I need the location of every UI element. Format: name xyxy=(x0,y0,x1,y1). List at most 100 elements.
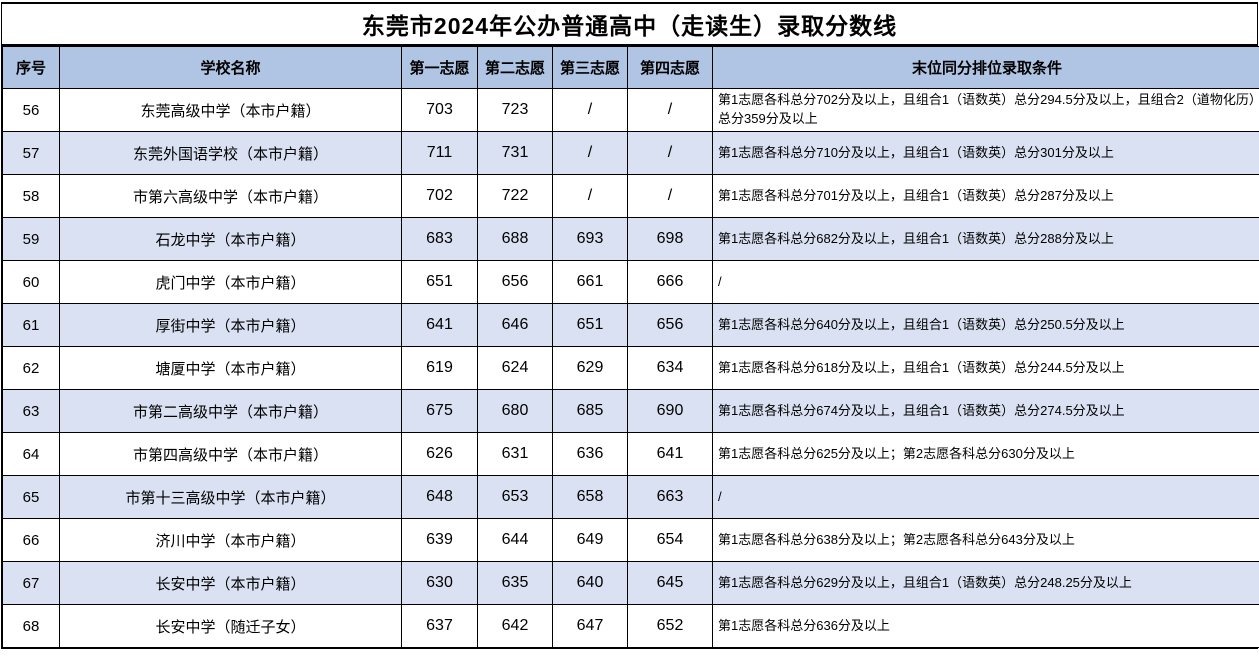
cell-choice-3: 649 xyxy=(552,518,628,562)
table-row: 59 石龙中学（本市户籍） 683 688 693 698 第1志愿各科总分682分及以上，… xyxy=(2,217,1259,261)
column-header-choice-3: 第三志愿 xyxy=(552,46,628,89)
cell-index: 59 xyxy=(2,217,60,261)
cell-index: 62 xyxy=(2,346,60,390)
cell-choice-4: / xyxy=(627,131,713,175)
cell-school-name: 济川中学（本市户籍） xyxy=(59,518,402,562)
cell-tie-break-rule: / xyxy=(712,260,1259,304)
cell-tie-break-rule: 第1志愿各科总分638分及以上；第2志愿各科总分643分及以上 xyxy=(712,518,1259,562)
table-row: 62 塘厦中学（本市户籍） 619 624 629 634 第1志愿各科总分618分及以上，… xyxy=(2,346,1259,390)
cell-choice-4: 666 xyxy=(627,260,713,304)
cell-index: 65 xyxy=(2,475,60,519)
table-row: 58 市第六高级中学（本市户籍） 702 722// 第1志愿各科总分701分及以上，且… xyxy=(2,174,1259,218)
cell-choice-1: 675 xyxy=(401,389,478,433)
cell-choice-2: 642 xyxy=(477,604,553,648)
cell-choice-3: 658 xyxy=(552,475,628,519)
cell-school-name: 市第十三高级中学（本市户籍） xyxy=(59,475,402,519)
cell-choice-2: 635 xyxy=(477,561,553,605)
cell-index: 58 xyxy=(2,174,60,218)
cell-choice-2: 653 xyxy=(477,475,553,519)
cell-choice-3: 685 xyxy=(552,389,628,433)
cell-choice-3: 640 xyxy=(552,561,628,605)
table-row: 63 市第二高级中学（本市户籍） 675 680 685 690 第1志愿各科总分674分及… xyxy=(2,389,1259,433)
page-title: 东莞市2024年公办普通高中（走读生）录取分数线 xyxy=(2,4,1257,46)
cell-choice-2: 723 xyxy=(477,88,553,132)
cell-school-name: 东莞高级中学（本市户籍） xyxy=(59,88,402,132)
cell-school-name: 塘厦中学（本市户籍） xyxy=(59,346,402,390)
scores-table: 序号 学校名称 第一志愿 第二志愿 第三志愿 第四志愿 末位同分排位录取条件 56 东莞高级中… xyxy=(2,46,1259,648)
cell-tie-break-rule: 第1志愿各科总分618分及以上，且组合1（语数英）总分244.5分及以上 xyxy=(712,346,1259,390)
cell-choice-3: / xyxy=(552,174,628,218)
cell-index: 68 xyxy=(2,604,60,648)
cell-tie-break-rule: 第1志愿各科总分636分及以上 xyxy=(712,604,1259,648)
cell-choice-1: 639 xyxy=(401,518,478,562)
header-row: 序号 学校名称 第一志愿 第二志愿 第三志愿 第四志愿 末位同分排位录取条件 xyxy=(2,46,1259,89)
cell-school-name: 市第二高级中学（本市户籍） xyxy=(59,389,402,433)
cell-choice-3: 651 xyxy=(552,303,628,347)
cell-choice-1: 702 xyxy=(401,174,478,218)
column-header-tie-break-rule: 末位同分排位录取条件 xyxy=(712,46,1259,89)
cell-school-name: 虎门中学（本市户籍） xyxy=(59,260,402,304)
table-row: 56 东莞高级中学（本市户籍） 703 723// 第1志愿各科总分702分及以上，且组… xyxy=(2,88,1259,132)
cell-school-name: 石龙中学（本市户籍） xyxy=(59,217,402,261)
admission-score-table: 东莞市2024年公办普通高中（走读生）录取分数线 序号 学校名称 第一志愿 第二志愿第… xyxy=(1,2,1259,649)
cell-choice-1: 703 xyxy=(401,88,478,132)
cell-choice-4: 654 xyxy=(627,518,713,562)
cell-tie-break-rule: 第1志愿各科总分702分及以上，且组合1（语数英）总分294.5分及以上，且组合… xyxy=(712,88,1259,132)
cell-school-name: 东莞外国语学校（本市户籍） xyxy=(59,131,402,175)
cell-choice-2: 731 xyxy=(477,131,553,175)
cell-school-name: 厚街中学（本市户籍） xyxy=(59,303,402,347)
cell-choice-2: 680 xyxy=(477,389,553,433)
cell-tie-break-rule: 第1志愿各科总分701分及以上，且组合1（语数英）总分287分及以上 xyxy=(712,174,1259,218)
cell-tie-break-rule: 第1志愿各科总分625分及以上；第2志愿各科总分630分及以上 xyxy=(712,432,1259,476)
cell-school-name: 长安中学（随迁子女） xyxy=(59,604,402,648)
cell-tie-break-rule: 第1志愿各科总分640分及以上，且组合1（语数英）总分250.5分及以上 xyxy=(712,303,1259,347)
cell-choice-4: 645 xyxy=(627,561,713,605)
table-row: 64 市第四高级中学（本市户籍） 626 631 636 641 第1志愿各科总分625分及… xyxy=(2,432,1259,476)
cell-school-name: 市第六高级中学（本市户籍） xyxy=(59,174,402,218)
cell-index: 61 xyxy=(2,303,60,347)
cell-school-name: 市第四高级中学（本市户籍） xyxy=(59,432,402,476)
cell-school-name: 长安中学（本市户籍） xyxy=(59,561,402,605)
table-row: 68 长安中学（随迁子女） 637 642 647 652 第1志愿各科总分636分及以上 xyxy=(2,604,1259,648)
cell-choice-1: 626 xyxy=(401,432,478,476)
cell-choice-3: 636 xyxy=(552,432,628,476)
table-row: 65 市第十三高级中学（本市户籍） 648 653 658 663/ xyxy=(2,475,1259,519)
cell-choice-3: / xyxy=(552,88,628,132)
cell-choice-3: 661 xyxy=(552,260,628,304)
column-header-index: 序号 xyxy=(2,46,60,89)
cell-tie-break-rule: 第1志愿各科总分682分及以上，且组合1（语数英）总分288分及以上 xyxy=(712,217,1259,261)
cell-choice-3: 647 xyxy=(552,604,628,648)
cell-choice-4: 634 xyxy=(627,346,713,390)
cell-choice-1: 630 xyxy=(401,561,478,605)
column-header-choice-2: 第二志愿 xyxy=(477,46,553,89)
cell-choice-4: / xyxy=(627,88,713,132)
cell-index: 56 xyxy=(2,88,60,132)
cell-choice-3: 693 xyxy=(552,217,628,261)
cell-choice-3: / xyxy=(552,131,628,175)
cell-choice-4: 698 xyxy=(627,217,713,261)
cell-choice-4: 663 xyxy=(627,475,713,519)
cell-index: 63 xyxy=(2,389,60,433)
cell-choice-1: 648 xyxy=(401,475,478,519)
table-row: 67 长安中学（本市户籍） 630 635 640 645 第1志愿各科总分629分及以上，… xyxy=(2,561,1259,605)
cell-index: 66 xyxy=(2,518,60,562)
cell-choice-2: 624 xyxy=(477,346,553,390)
table-row: 57 东莞外国语学校（本市户籍） 711 731// 第1志愿各科总分710分及以上，且… xyxy=(2,131,1259,175)
cell-index: 57 xyxy=(2,131,60,175)
cell-index: 64 xyxy=(2,432,60,476)
cell-choice-1: 683 xyxy=(401,217,478,261)
table-row: 60 虎门中学（本市户籍） 651 656 661 666/ xyxy=(2,260,1259,304)
cell-choice-2: 644 xyxy=(477,518,553,562)
cell-choice-2: 688 xyxy=(477,217,553,261)
cell-tie-break-rule: 第1志愿各科总分710分及以上，且组合1（语数英）总分301分及以上 xyxy=(712,131,1259,175)
cell-index: 60 xyxy=(2,260,60,304)
table-row: 66 济川中学（本市户籍） 639 644 649 654 第1志愿各科总分638分及以上；… xyxy=(2,518,1259,562)
cell-choice-4: / xyxy=(627,174,713,218)
cell-choice-1: 711 xyxy=(401,131,478,175)
cell-choice-4: 652 xyxy=(627,604,713,648)
column-header-choice-1: 第一志愿 xyxy=(401,46,478,89)
cell-index: 67 xyxy=(2,561,60,605)
cell-tie-break-rule: / xyxy=(712,475,1259,519)
column-header-choice-4: 第四志愿 xyxy=(627,46,713,89)
